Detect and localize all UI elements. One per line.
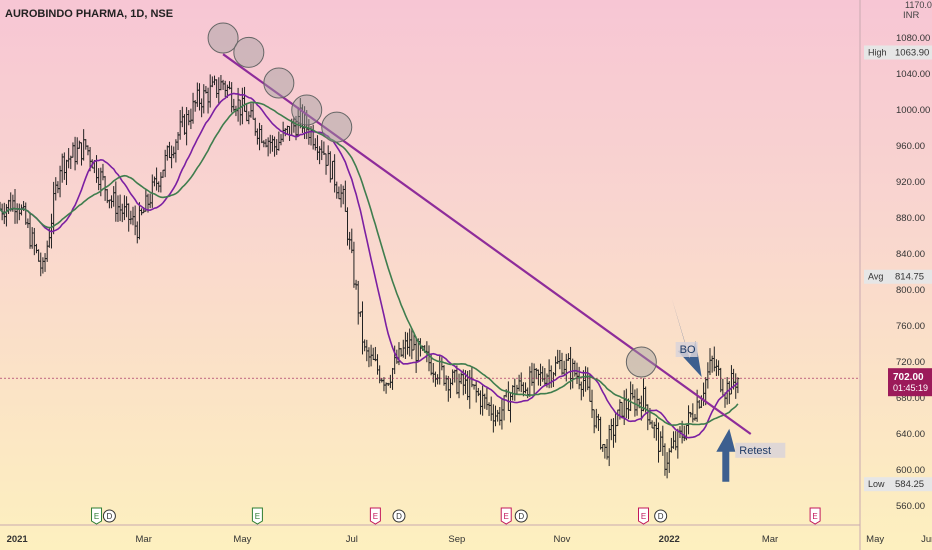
last-price-value: 702.00 (893, 372, 924, 383)
x-tick-label: Jul (346, 534, 358, 545)
arrow-up-icon (716, 428, 736, 482)
y-tick-label: 1080.00 (896, 33, 930, 44)
highlight-circle (233, 36, 265, 68)
annotation-bg (735, 442, 786, 458)
high-tag (864, 45, 891, 60)
dividend-marker-icon[interactable] (654, 509, 668, 523)
dividend-marker-icon[interactable] (392, 509, 406, 523)
highlight-circle (207, 22, 239, 54)
earnings-marker-icon[interactable] (500, 507, 512, 525)
candles (0, 74, 740, 479)
earnings-marker-label: E (641, 512, 646, 521)
y-tick-label: 640.00 (896, 429, 925, 440)
earnings-marker-icon[interactable] (251, 507, 263, 525)
annotation-bg (675, 342, 698, 357)
high-value: 1063.90 (895, 47, 929, 58)
y-tick-label: 960.00 (896, 141, 925, 152)
low-value: 584.25 (895, 479, 924, 490)
earnings-marker-icon[interactable] (638, 507, 649, 525)
earnings-marker-label: E (812, 512, 817, 521)
low-tag (864, 477, 891, 492)
y-tick-label: 920.00 (896, 177, 925, 188)
currency-label: INR (903, 10, 920, 21)
annotation-label: BO (680, 344, 696, 356)
avg-value-box (891, 269, 932, 284)
x-tick-label: 2022 (659, 534, 680, 545)
highlight-circle (321, 111, 353, 143)
dividend-marker-label: D (518, 512, 524, 521)
x-tick-label: May (233, 534, 251, 545)
trendline (222, 53, 752, 435)
dividend-marker-label: D (107, 512, 113, 521)
last-price-countdown: 01:45:19 (893, 383, 928, 393)
avg-tag (864, 269, 891, 284)
ma-slow-line (0, 101, 739, 427)
currency-top: 1170.00 (905, 0, 932, 10)
y-tick-label: 880.00 (896, 213, 925, 224)
high-tag-label: High (868, 47, 887, 57)
y-tick-label: 560.00 (896, 501, 925, 512)
arrow-down-icon (671, 298, 702, 377)
x-tick-label: 2021 (7, 534, 29, 545)
chart-title: AUROBINDO PHARMA, 1D, NSE (5, 8, 173, 20)
dividend-marker-label: D (396, 512, 402, 521)
x-tick-label: Jun (921, 534, 932, 545)
earnings-marker-label: E (255, 512, 260, 521)
x-tick-label: Nov (554, 534, 571, 545)
annotation-label: Retest (739, 445, 771, 457)
dividend-marker-icon[interactable] (514, 509, 528, 523)
low-value-box (891, 477, 932, 492)
x-tick-label: May (866, 534, 884, 545)
earnings-marker-icon[interactable] (91, 507, 103, 525)
earnings-marker-label: E (504, 512, 509, 521)
x-tick-label: Mar (762, 534, 778, 545)
x-tick-label: Sep (448, 534, 465, 545)
y-tick-label: 680.00 (896, 393, 925, 404)
y-tick-label: 840.00 (896, 249, 925, 260)
y-tick-label: 1040.00 (896, 69, 930, 80)
dividend-marker-label: D (658, 512, 664, 521)
earnings-marker-icon[interactable] (369, 507, 381, 525)
avg-value: 814.75 (895, 272, 924, 283)
last-price-badge (888, 368, 932, 397)
earnings-marker-label: E (373, 512, 378, 521)
low-tag-label: Low (868, 479, 885, 489)
highlight-circle (263, 67, 295, 99)
high-value-box (891, 45, 932, 60)
y-tick-label: 760.00 (896, 321, 925, 332)
highlight-circle (291, 94, 323, 126)
dividend-marker-icon[interactable] (102, 509, 116, 523)
y-tick-label: 720.00 (896, 357, 925, 368)
y-tick-label: 1000.00 (896, 105, 930, 116)
earnings-marker-label: E (94, 512, 99, 521)
avg-tag-label: Avg (868, 272, 883, 282)
y-tick-label: 600.00 (896, 465, 925, 476)
earnings-marker-icon[interactable] (809, 507, 821, 525)
y-tick-label: 800.00 (896, 285, 925, 296)
x-tick-label: Mar (136, 534, 152, 545)
highlight-circle (625, 346, 657, 378)
ma-fast-line (0, 92, 739, 439)
